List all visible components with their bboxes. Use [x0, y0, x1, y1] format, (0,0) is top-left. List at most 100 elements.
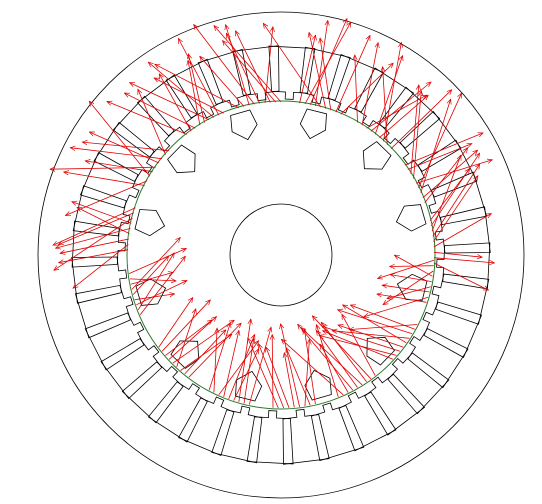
- force-arrow: [178, 39, 220, 116]
- force-arrow: [315, 21, 327, 106]
- force-arrow: [85, 161, 153, 173]
- force-arrow: [137, 253, 174, 311]
- force-arrow: [266, 347, 290, 408]
- force-arrow: [272, 335, 273, 408]
- force-arrow: [248, 327, 271, 405]
- force-arrow: [154, 78, 224, 114]
- force-arrow: [60, 238, 129, 253]
- force-arrow: [281, 324, 300, 407]
- force-arrow: [130, 82, 210, 121]
- stator-slot: [434, 206, 491, 254]
- force-arrow: [184, 330, 226, 375]
- stator-slot: [112, 95, 175, 158]
- force-arrow: [432, 164, 480, 237]
- force-arrow: [131, 238, 180, 290]
- rotor-slot: [395, 204, 427, 232]
- stator-slot: [211, 405, 263, 464]
- force-arrow: [298, 324, 354, 391]
- rotor-slot: [362, 141, 392, 170]
- force-arrow: [413, 91, 422, 179]
- force-arrow: [321, 322, 367, 383]
- stator-slot: [147, 381, 208, 443]
- force-arrow: [301, 328, 363, 386]
- stator-slot: [282, 408, 330, 465]
- stator-slot: [71, 256, 128, 304]
- rotor-slot: [230, 109, 258, 141]
- rotor-slot: [304, 369, 332, 401]
- rotor-slot: [167, 144, 196, 174]
- force-arrow: [50, 167, 156, 169]
- force-arrow: [259, 344, 285, 409]
- stator-slot: [310, 402, 365, 462]
- force-arrow: [263, 23, 321, 108]
- stator-slot: [299, 46, 351, 105]
- force-arrow: [70, 148, 163, 160]
- force-arrow: [213, 328, 217, 393]
- stator-slot: [354, 67, 415, 129]
- force-arrow: [366, 95, 427, 129]
- stator-slot: [436, 242, 491, 290]
- force-arrow: [238, 319, 251, 403]
- force-arrow: [304, 339, 310, 407]
- force-arrow: [309, 19, 347, 105]
- force-arrow: [138, 89, 166, 155]
- force-arrow: [342, 314, 376, 376]
- force-arrow: [430, 153, 479, 227]
- force-arrow: [155, 64, 239, 109]
- force-arrow: [65, 180, 148, 216]
- force-arrow: [374, 56, 402, 135]
- stator-slot: [407, 328, 469, 389]
- force-arrow: [433, 214, 492, 248]
- force-arrow: [124, 93, 196, 129]
- force-arrow: [59, 212, 135, 245]
- force-arrow: [361, 43, 378, 126]
- force-arrow: [264, 27, 273, 103]
- force-arrow: [225, 33, 261, 104]
- force-arrow: [320, 38, 332, 111]
- force-arrow: [338, 310, 413, 335]
- force-arrow: [73, 243, 129, 288]
- stator-slot: [422, 301, 483, 358]
- force-arrow: [332, 331, 410, 339]
- stator-slot: [338, 391, 397, 452]
- stator-slot: [84, 312, 145, 371]
- force-arrow: [139, 256, 185, 316]
- force-arrow: [335, 35, 371, 113]
- force-arrow: [317, 325, 339, 398]
- force-arrow: [180, 334, 232, 371]
- stator-slot: [197, 48, 252, 108]
- force-arrow: [72, 202, 132, 224]
- force-arrow: [407, 144, 472, 170]
- force-arrow: [128, 248, 186, 274]
- force-arrow: [377, 294, 427, 303]
- force-arrow: [223, 330, 239, 397]
- stator-slot: [74, 284, 134, 339]
- force-arrow: [218, 341, 259, 396]
- force-arrow: [54, 217, 133, 270]
- stator-slots: [71, 45, 491, 465]
- force-arrow: [433, 176, 478, 242]
- stator-slot: [178, 396, 235, 457]
- stator-slot: [72, 185, 131, 237]
- rotor-slot: [134, 209, 166, 237]
- force-arrow: [64, 172, 145, 186]
- force-arrow: [312, 316, 372, 380]
- force-arrow: [130, 272, 174, 285]
- force-arrow: [370, 82, 431, 132]
- force-arrow: [165, 320, 213, 356]
- force-arrow: [148, 62, 215, 118]
- force-arrow: [129, 279, 176, 281]
- force-vectors: [50, 19, 495, 409]
- force-arrow: [340, 63, 394, 115]
- stator-slot: [246, 410, 294, 465]
- stator-slot: [431, 273, 490, 325]
- force-arrow: [286, 348, 311, 406]
- stator-slot: [165, 58, 224, 119]
- force-arrow: [158, 298, 193, 348]
- force-arrow: [53, 207, 136, 246]
- force-arrow: [194, 25, 255, 105]
- force-arrow: [390, 275, 432, 282]
- shaft: [229, 203, 333, 307]
- force-arrow: [338, 325, 404, 348]
